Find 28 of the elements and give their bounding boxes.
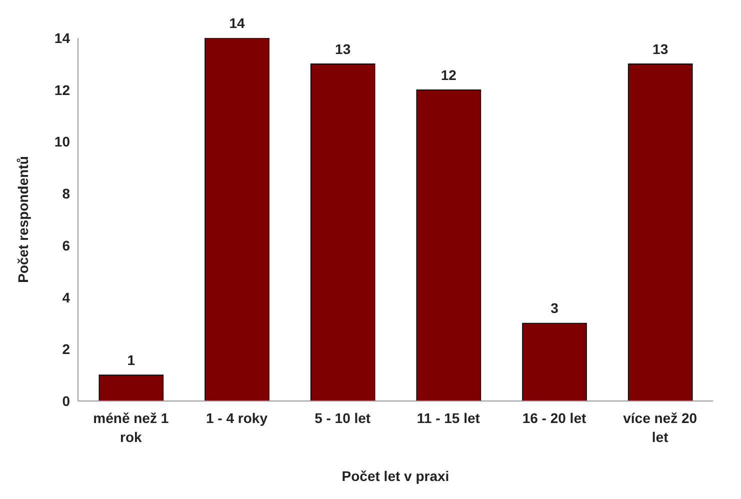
data-label: 1	[127, 352, 136, 368]
data-label: 14	[229, 15, 245, 31]
x-tick-label: více než 20 let	[623, 410, 698, 445]
y-tick-label: 2	[62, 341, 70, 358]
data-label: 3	[550, 300, 559, 316]
x-tick-label: 16 - 20 let	[522, 410, 586, 426]
y-axis-title: Počet respondentů	[14, 156, 31, 283]
bar	[98, 374, 164, 401]
x-axis-title: Počet let v praxi	[342, 468, 450, 484]
y-tick-label: 0	[62, 392, 70, 409]
data-label: 12	[440, 66, 457, 83]
x-tick-label: 5 - 10 let	[314, 410, 371, 426]
y-tick-label: 6	[62, 237, 70, 254]
bar	[522, 322, 587, 401]
bar	[628, 64, 693, 401]
y-tick-label: 12	[54, 82, 70, 98]
y-tick-label: 4	[62, 289, 70, 306]
x-tick-label: 1 - 4 roky	[206, 410, 268, 426]
x-tick-label: méně než 1 rok	[93, 410, 169, 445]
bar	[310, 64, 376, 401]
y-tick-label: 10	[54, 134, 70, 150]
y-tick-label: 8	[62, 186, 70, 202]
bar	[416, 89, 482, 401]
data-label: 13	[652, 40, 668, 57]
y-tick-label: 14	[54, 30, 70, 46]
x-tick-label: 11 - 15 let	[416, 410, 480, 426]
bar	[204, 38, 270, 401]
data-label: 13	[335, 40, 351, 57]
